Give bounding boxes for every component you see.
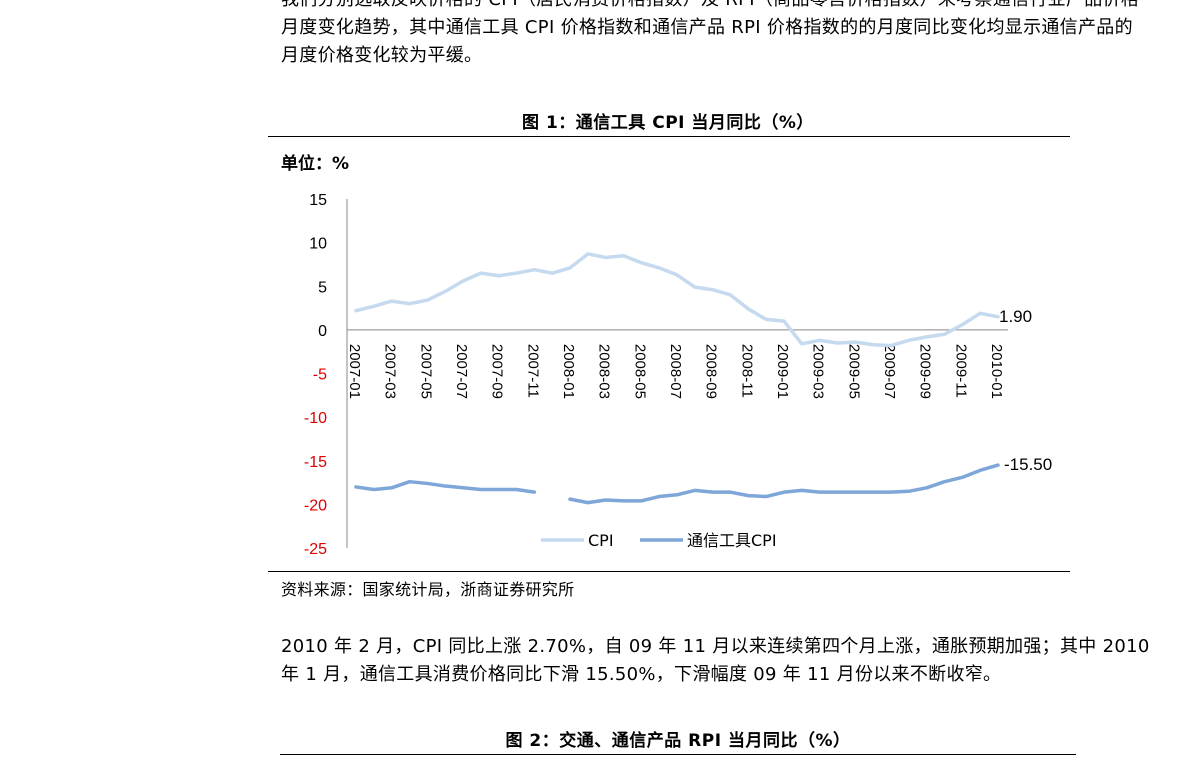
x-tick-label: 2008-07 [667, 344, 684, 399]
source-note: 资料来源：国家统计局，浙商证券研究所 [281, 580, 575, 599]
x-tick-label: 2008-01 [560, 344, 577, 399]
analysis-paragraph: 2010 年 2 月，CPI 同比上涨 2.70%，自 09 年 11 月以来连… [281, 636, 1156, 685]
x-tick-label: 2007-05 [417, 344, 434, 399]
y-tick-label: -5 [313, 367, 327, 384]
figure-1-title: 图 1：通信工具 CPI 当月同比（%） [522, 113, 814, 133]
y-axis-ticks: 15 10 5 0 -5 -10 -15 -20 -25 [304, 192, 327, 558]
x-tick-label: 2009-11 [952, 344, 969, 398]
x-tick-label: 2009-07 [881, 344, 898, 399]
y-tick-label: -25 [304, 541, 327, 558]
x-tick-label: 2007-03 [382, 344, 399, 399]
y-tick-label: -10 [304, 410, 327, 427]
y-tick-label: -15 [304, 454, 327, 471]
x-tick-label: 2007-07 [453, 344, 470, 399]
figure-2-title: 图 2：交通、通信产品 RPI 当月同比（%） [505, 731, 851, 751]
data-label: -15.50 [1004, 455, 1052, 474]
data-labels: 1.90 -15.50 [999, 307, 1052, 474]
y-tick-label: 5 [318, 279, 327, 296]
data-label: 1.90 [999, 307, 1032, 326]
figure-2-top-rule [280, 754, 1076, 755]
legend-label-cpi: CPI [588, 531, 614, 550]
intro-paragraph: 我们分别选取反映价格的 CPI（居民消费价格指数）及 RPI（商品零售价格指数）… [281, 0, 1139, 66]
x-tick-label: 2007-09 [489, 344, 506, 399]
series-line-comm-tools-cpi [354, 479, 537, 494]
legend: CPI 通信工具CPI [541, 531, 777, 550]
x-tick-label: 2010-01 [988, 344, 1005, 399]
figure-1-bottom-rule [268, 571, 1070, 572]
x-tick-label: 2008-05 [631, 344, 648, 399]
series-line-cpi [354, 252, 1000, 348]
x-tick-label: 2009-03 [810, 344, 827, 399]
y-tick-label: 10 [309, 236, 327, 253]
x-tick-label: 2008-03 [596, 344, 613, 399]
y-tick-label: 15 [309, 192, 327, 209]
unit-label: 单位：% [281, 153, 349, 174]
series-lines [354, 252, 1000, 505]
x-tick-label: 2007-01 [346, 344, 363, 399]
x-tick-label: 2009-05 [845, 344, 862, 399]
figure-1-top-rule [268, 136, 1070, 137]
x-tick-label: 2008-11 [738, 344, 755, 398]
x-tick-label: 2008-09 [703, 344, 720, 399]
x-tick-label: 2009-09 [917, 344, 934, 399]
y-tick-label: 0 [318, 323, 327, 340]
y-tick-label: -20 [304, 497, 327, 514]
x-tick-label: 2009-01 [774, 344, 791, 399]
x-tick-label: 2007-11 [524, 344, 541, 398]
x-axis-ticks: 2007-01 2007-03 2007-05 2007-07 2007-09 2007-… [346, 344, 1005, 399]
legend-label-comm-tools-cpi: 通信工具CPI [687, 531, 777, 550]
series-line-comm-tools-cpi [568, 463, 1000, 505]
